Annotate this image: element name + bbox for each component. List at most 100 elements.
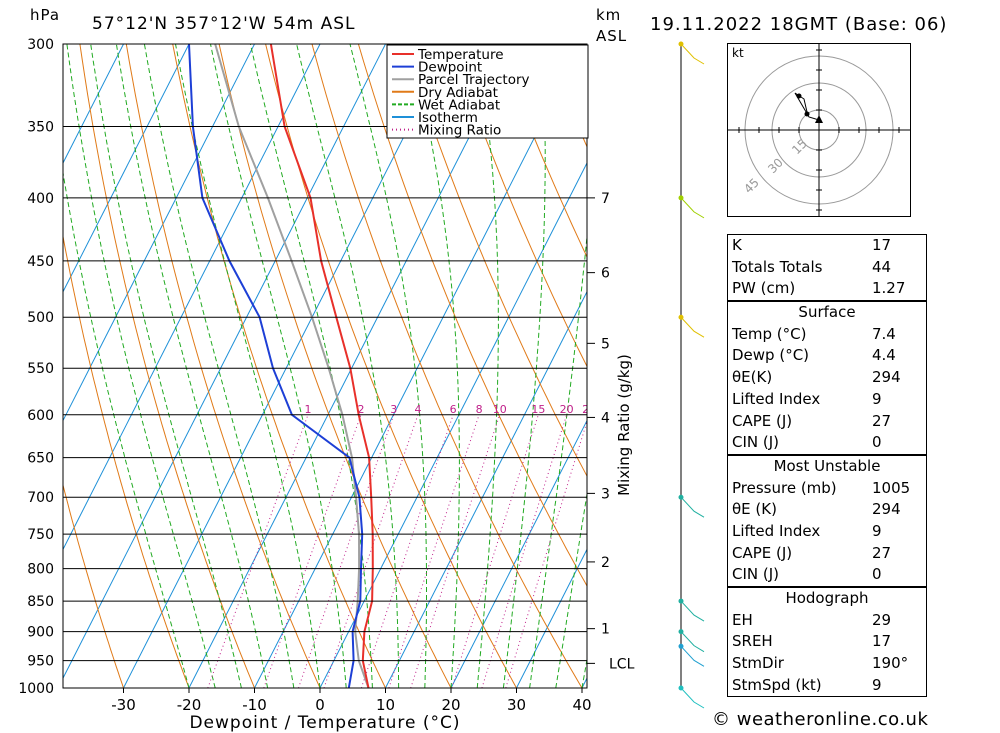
index-value: 44 — [872, 257, 892, 276]
index-row: Temp (°C) 7.4 — [728, 324, 926, 346]
pressure-tick-label: 400 — [27, 191, 54, 207]
index-row: θE(K) 294 — [728, 367, 926, 389]
wet-adiabat — [349, 44, 427, 688]
x-tick-label: -10 — [242, 696, 267, 714]
legend-label: Isotherm — [418, 110, 478, 126]
index-label: Totals Totals — [732, 257, 823, 276]
isotherm-line — [63, 44, 256, 422]
mixing-ratio-axis-label: Mixing Ratio (g/kg) — [615, 354, 633, 496]
location-title: 57°12'N 357°12'W 54m ASL — [92, 14, 356, 34]
dry-adiabat — [63, 483, 124, 688]
index-row: Totals Totals 44 — [728, 257, 926, 279]
x-tick-label: -20 — [177, 696, 202, 714]
pressure-tick-label: 350 — [27, 119, 54, 135]
index-value: 29 — [872, 610, 892, 629]
mixing-ratio-label: 1 — [304, 403, 311, 416]
wet-adiabat — [502, 44, 546, 688]
mixing-ratio-label: 8 — [476, 403, 483, 416]
mixing-ratio-label: 2 — [357, 403, 364, 416]
wind-barb — [680, 316, 705, 338]
wet-adiabat — [66, 44, 216, 688]
index-value: 0 — [872, 565, 882, 584]
wind-barb — [680, 496, 705, 518]
index-row: Dewp (°C) 4.4 — [728, 345, 926, 367]
wet-adiabat — [249, 44, 373, 688]
pressure-tick-label: 450 — [27, 254, 54, 270]
pressure-tick-label: 800 — [27, 562, 54, 578]
dry-adiabat — [172, 44, 386, 688]
mixing-ratio-line — [388, 414, 480, 688]
km-tick-label: 6 — [601, 266, 610, 282]
index-label: CAPE (J) — [732, 411, 793, 430]
isotherm-line — [0, 7, 11, 714]
x-tick-label: 20 — [441, 696, 460, 714]
x-tick-label: 40 — [572, 696, 591, 714]
index-value: 7.4 — [872, 324, 896, 343]
dry-adiabat — [497, 44, 587, 259]
datetime-title: 19.11.2022 18GMT (Base: 06) — [650, 14, 948, 35]
legend-label: Parcel Trajectory — [418, 72, 530, 88]
legend-box — [386, 44, 589, 139]
x-axis-label: Dewpoint / Temperature (°C) — [189, 713, 460, 733]
legend-label: Dewpoint — [418, 60, 482, 76]
asl-label: ASL — [596, 27, 628, 45]
wet-adiabat — [210, 44, 347, 688]
km-tick-label: 4 — [601, 410, 610, 426]
km-label: km — [596, 6, 622, 24]
mixing-ratio-line — [410, 414, 501, 688]
mixing-ratio-line — [360, 414, 454, 688]
index-label: EH — [732, 610, 753, 629]
isotherm-line — [63, 44, 125, 165]
pressure-tick-label: 1000 — [18, 681, 54, 697]
wind-barb — [680, 631, 705, 653]
surface-title: Surface — [798, 303, 856, 322]
index-row: Lifted Index 9 — [728, 521, 926, 543]
index-label: CIN (J) — [732, 565, 780, 584]
wet-adiabat — [90, 44, 242, 688]
plot-frame — [62, 43, 588, 689]
x-tick-label: -30 — [111, 696, 136, 714]
km-tick-label: 1 — [601, 622, 610, 638]
mixing-ratio-label: 10 — [493, 403, 507, 416]
wind-barb — [680, 600, 705, 622]
hodograph-trace — [794, 92, 820, 121]
km-tick-label: 7 — [601, 191, 610, 207]
dry-adiabat — [63, 233, 190, 688]
km-tick-label: 5 — [601, 336, 610, 352]
index-label: StmSpd (kt) — [732, 675, 822, 694]
hodograph-point — [804, 111, 810, 117]
index-value: 17 — [872, 236, 892, 254]
dry-adiabat — [357, 44, 587, 587]
km-tick-label: 2 — [601, 555, 610, 571]
wet-adiabat — [410, 44, 460, 688]
index-row: CAPE (J) 27 — [728, 411, 926, 433]
index-value: 294 — [872, 500, 901, 519]
index-label: θE (K) — [732, 500, 777, 519]
legend-label: Wet Adiabat — [418, 97, 500, 113]
wet-adiabat — [115, 44, 269, 688]
wind-profile — [678, 41, 705, 709]
mixing-ratio-label: 3 — [390, 403, 397, 416]
wet-adiabat — [476, 44, 499, 688]
index-value: 4.4 — [872, 346, 896, 365]
index-value: 0 — [872, 433, 882, 452]
lcl-label: LCL — [609, 656, 635, 672]
index-row: PW (cm) 1.27 — [728, 278, 926, 300]
pressure-tick-label: 600 — [27, 408, 54, 424]
index-row: Lifted Index 9 — [728, 389, 926, 411]
index-row: SREH 17 — [728, 631, 926, 653]
index-label: Dewp (°C) — [732, 346, 810, 365]
isotherm-line — [384, 290, 587, 688]
isotherm-line — [634, 7, 660, 714]
index-label: Lifted Index — [732, 389, 821, 408]
pressure-tick-label: 850 — [27, 594, 54, 610]
dry-adiabat — [629, 26, 660, 688]
index-row: StmSpd (kt) 9 — [728, 675, 926, 697]
wet-adiabat — [175, 44, 321, 688]
dry-adiabat — [125, 44, 321, 688]
pressure-tick-label: 700 — [27, 490, 54, 506]
most-unstable-block: Most Unstable Pressure (mb) 1005 θE (K) 294… — [727, 454, 927, 587]
index-value: 190° — [872, 654, 909, 673]
